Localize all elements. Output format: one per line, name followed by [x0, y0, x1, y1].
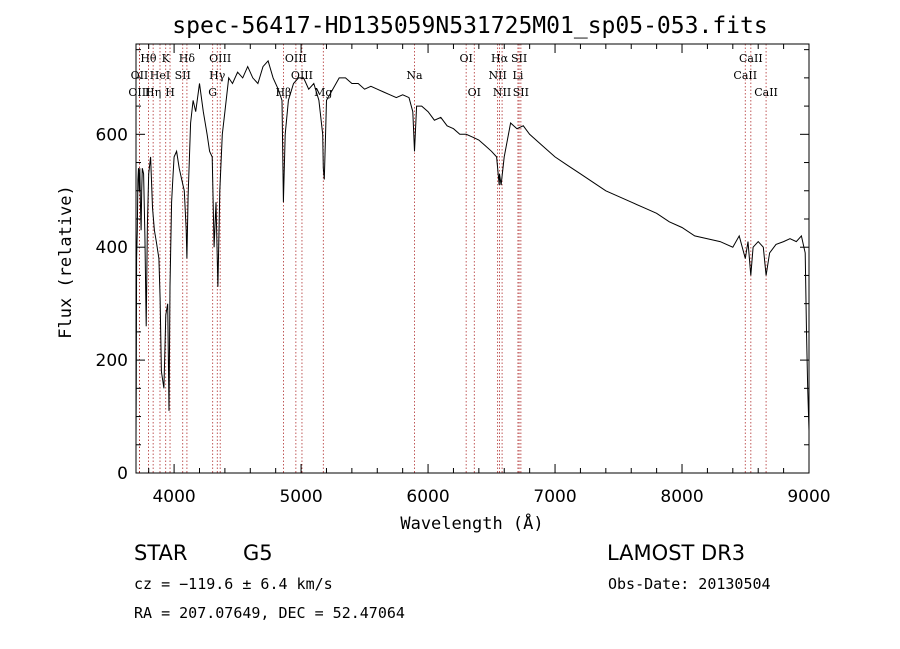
- y-tick-label-1: 200: [96, 351, 128, 371]
- marker-label-15: Mg: [314, 86, 332, 99]
- plot-frame: [135, 43, 810, 474]
- marker-label-25: CaII: [739, 52, 763, 65]
- redshift-velocity: cz = −119.6 ± 6.4 km/s: [134, 575, 333, 593]
- y-tick-label-0: 0: [117, 464, 128, 484]
- marker-label-19: Hα: [491, 52, 509, 65]
- marker-label-11: G: [208, 86, 217, 99]
- marker-label-17: OI: [459, 52, 472, 65]
- marker-label-4: HeI: [150, 69, 170, 82]
- marker-label-9: OIII: [209, 52, 231, 65]
- marker-label-21: NII: [488, 69, 506, 82]
- marker-label-20: SII: [511, 52, 527, 65]
- chart-title: spec-56417-HD135059N531725M01_sp05-053.f…: [172, 13, 767, 39]
- x-tick-label-3: 7000: [533, 487, 576, 507]
- y-axis-label: Flux (relative): [56, 185, 76, 339]
- x-tick-label-4: 8000: [660, 487, 703, 507]
- x-tick-label-1: 5000: [279, 487, 322, 507]
- marker-label-13: OIII: [291, 69, 313, 82]
- observation-date: Obs-Date: 20130504: [608, 575, 771, 593]
- object-subclass: G5: [243, 541, 273, 565]
- y-tick-label-2: 400: [96, 238, 128, 258]
- marker-label-2: OIII: [128, 86, 150, 99]
- marker-label-14: Hβ: [275, 86, 291, 99]
- marker-label-3: K: [162, 52, 171, 65]
- sky-coordinates: RA = 207.07649, DEC = 52.47064: [134, 604, 405, 622]
- x-tick-label-5: 9000: [787, 487, 830, 507]
- marker-label-27: CaII: [754, 86, 778, 99]
- object-class: STAR: [134, 541, 188, 565]
- marker-label-18: OI: [468, 86, 481, 99]
- spectral-line-markers: [139, 44, 767, 473]
- marker-label-24: SII: [513, 86, 529, 99]
- marker-label-26: CaII: [733, 69, 757, 82]
- x-tick-label-0: 4000: [152, 487, 195, 507]
- marker-label-0: Hθ: [140, 52, 157, 65]
- marker-label-12: OIII: [285, 52, 307, 65]
- marker-label-8: H: [165, 86, 175, 99]
- survey-name: LAMOST DR3: [607, 541, 746, 565]
- spectrum-line: [135, 59, 810, 440]
- marker-label-10: Hγ: [209, 69, 226, 82]
- x-axis-label: Wavelength (Å): [400, 512, 543, 534]
- marker-label-1: OII: [131, 69, 149, 82]
- marker-label-23: NII: [493, 86, 511, 99]
- y-tick-label-3: 600: [96, 125, 128, 145]
- marker-label-6: Hδ: [179, 52, 196, 65]
- marker-label-5: Hη: [145, 86, 161, 99]
- x-tick-label-2: 6000: [406, 487, 449, 507]
- marker-label-16: Na: [406, 69, 423, 82]
- marker-label-7: SII: [175, 69, 191, 82]
- y-axis-ticks: 0 200 400 600: [96, 49, 809, 484]
- x-axis-ticks: 4000 5000 6000 7000 8000 9000: [148, 44, 831, 507]
- marker-label-22: Li: [513, 69, 524, 82]
